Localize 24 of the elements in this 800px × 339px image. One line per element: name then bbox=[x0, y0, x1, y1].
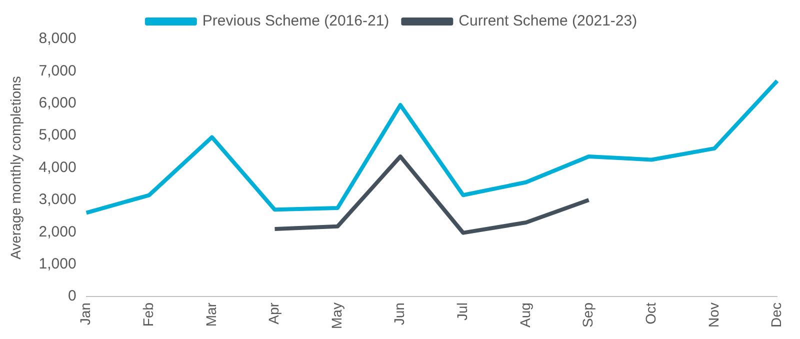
y-axis-title: Average monthly completions bbox=[7, 76, 24, 260]
x-tick-label: Dec bbox=[768, 302, 784, 328]
x-tick-label: Jul bbox=[454, 302, 470, 320]
x-tick-label: Feb bbox=[140, 302, 156, 327]
x-tick-label: Jun bbox=[391, 302, 408, 326]
x-tick-label: Mar bbox=[202, 302, 219, 327]
y-tick-label: 4,000 bbox=[38, 158, 76, 176]
legend-label: Current Scheme (2021-23) bbox=[458, 12, 638, 30]
y-tick-label: 7,000 bbox=[38, 62, 76, 80]
legend-label: Previous Scheme (2016-21) bbox=[202, 12, 390, 30]
x-tick-label: Oct bbox=[642, 302, 658, 324]
y-tick-label: 0 bbox=[68, 288, 76, 305]
x-tick-label: Jan bbox=[77, 302, 94, 326]
y-tick-label: 1,000 bbox=[38, 256, 76, 272]
y-tick-label: 5,000 bbox=[38, 126, 76, 144]
y-tick-label: 2,000 bbox=[38, 223, 76, 240]
x-tick-label: Aug bbox=[516, 302, 533, 328]
x-tick-label: May bbox=[328, 302, 344, 330]
y-tick-label: 3,000 bbox=[38, 191, 76, 208]
x-tick-label: Apr bbox=[266, 302, 282, 324]
x-tick-label: Sep bbox=[580, 302, 596, 328]
x-tick-label: Nov bbox=[705, 302, 722, 328]
y-tick-label: 8,000 bbox=[38, 30, 76, 48]
y-tick-label: 6,000 bbox=[38, 94, 76, 112]
